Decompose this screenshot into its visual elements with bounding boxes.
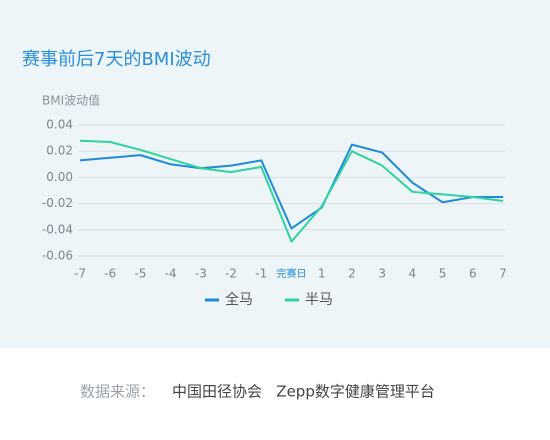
y-tick-label: -0.02 [42, 196, 73, 210]
y-tick-label: 0.00 [46, 170, 73, 184]
legend-label: 半马 [305, 292, 333, 308]
footer-background [0, 348, 550, 440]
y-tick-label: -0.04 [42, 222, 73, 236]
x-tick-label: -1 [255, 267, 267, 281]
x-tick-label: 2 [348, 267, 356, 281]
x-tick-label: -2 [225, 267, 237, 281]
x-tick-label: 3 [378, 267, 386, 281]
y-tick-label: 0.02 [46, 144, 73, 158]
x-tick-label: -5 [134, 267, 146, 281]
y-axis-label: BMI波动值 [42, 93, 100, 108]
x-tick-label: -3 [195, 267, 207, 281]
x-tick-label: 完赛日 [277, 267, 307, 280]
x-tick-label: 5 [439, 267, 447, 281]
source-label: 数据来源： [80, 383, 155, 401]
x-tick-label: 6 [469, 267, 477, 281]
x-tick-label: -4 [165, 267, 177, 281]
x-tick-label: -6 [104, 267, 116, 281]
chart-background [0, 0, 550, 348]
series-line [79, 143, 503, 230]
chart-title: 赛事前后7天的BMI波动 [22, 49, 211, 70]
x-tick-label: -7 [74, 267, 86, 281]
y-tick-label: -0.06 [42, 249, 73, 263]
x-tick-label: 4 [409, 267, 417, 281]
y-tick-label: 0.04 [46, 118, 73, 132]
x-tick-label: 1 [318, 267, 326, 281]
legend-label: 全马 [225, 291, 253, 308]
source-text: 中国田径协会 Zepp数字健康管理平台 [172, 383, 435, 401]
x-tick-label: 7 [499, 267, 507, 281]
series-line [79, 139, 504, 243]
